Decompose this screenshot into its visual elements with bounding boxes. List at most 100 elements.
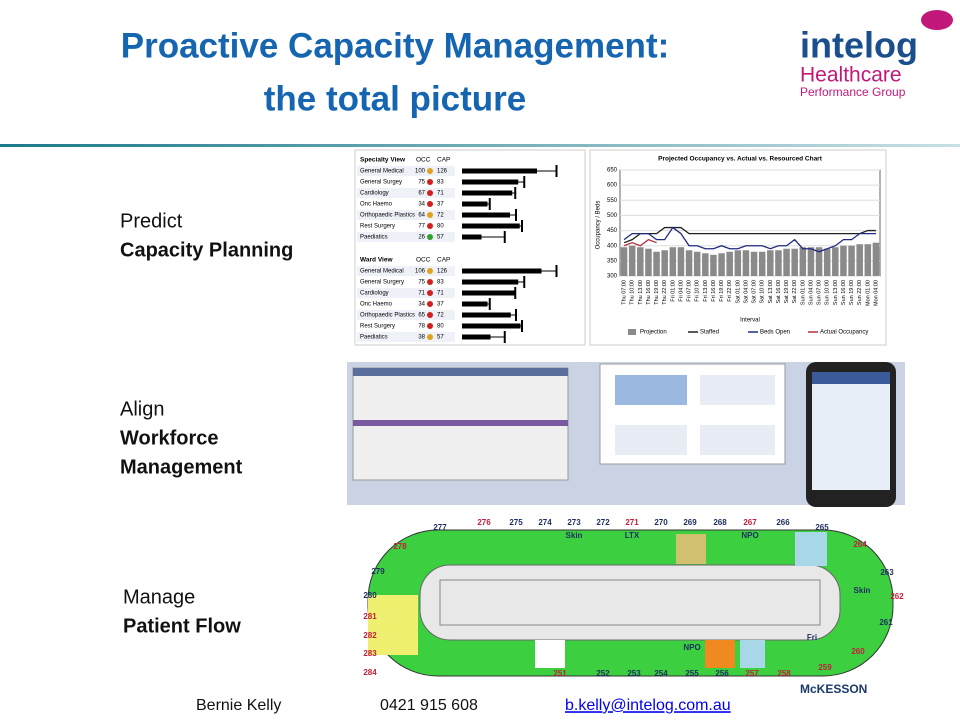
room-number: 275 — [509, 518, 523, 527]
x-tick-label: Thu 07:00 — [622, 280, 628, 305]
row-bg — [357, 321, 455, 331]
cap: 72 — [437, 213, 444, 219]
row-name: Rest Surgery — [360, 324, 395, 330]
row-bg — [357, 310, 455, 320]
footer-email[interactable]: b.kelly@intelog.com.au — [565, 697, 731, 714]
room-number: 274 — [538, 518, 552, 527]
status-dot — [427, 201, 433, 207]
projection-bar — [718, 253, 725, 276]
logo-bubble — [921, 10, 953, 30]
room-number: 260 — [851, 647, 865, 656]
series-line — [623, 238, 657, 247]
x-tick-label: Sat 10:00 — [760, 280, 766, 304]
x-tick-label: Fri 22:00 — [727, 280, 733, 302]
projection-bar — [815, 247, 823, 276]
section-heading: Patient Flow — [123, 615, 241, 637]
y-tick-label: 600 — [607, 183, 618, 189]
cap: 37 — [437, 302, 444, 308]
status-dot — [427, 268, 433, 274]
footer-phone: 0421 915 608 — [380, 697, 478, 714]
projection-bar — [710, 254, 717, 276]
phone-bar — [812, 372, 890, 384]
projection-bar — [637, 247, 644, 276]
projection-bar — [669, 247, 677, 276]
x-label: Interval — [740, 318, 760, 324]
row-name: Cardiology — [360, 191, 389, 197]
row-bg — [357, 277, 455, 287]
projection-bar — [864, 244, 872, 276]
x-tick-label: Sun 13:00 — [833, 280, 839, 305]
room-number: 284 — [363, 668, 377, 677]
x-tick-label: Sat 13:00 — [768, 280, 774, 304]
projection-bar — [742, 250, 750, 276]
chart-title: Projected Occupancy vs. Actual vs. Resou… — [658, 156, 823, 163]
room-number: 282 — [363, 631, 377, 640]
projection-bar — [677, 247, 685, 276]
row-name: Paediatics — [360, 235, 388, 241]
row-bg — [357, 288, 455, 298]
occ: 75 — [418, 280, 425, 286]
room-number: 271 — [625, 518, 639, 527]
x-tick-label: Fri 16:00 — [711, 280, 717, 302]
projection-bar — [693, 251, 701, 276]
projection-bar — [685, 250, 693, 276]
x-tick-label: Fri 01:00 — [670, 280, 676, 302]
projection-bar — [791, 248, 798, 276]
status-dot — [427, 234, 433, 240]
cap: 37 — [437, 202, 444, 208]
y-label: Occupancy / Beds — [596, 201, 602, 250]
row-name: Onc Haemo — [360, 202, 393, 208]
row-bg — [357, 199, 455, 209]
room-number: 261 — [879, 618, 893, 627]
x-tick-label: Sat 01:00 — [735, 280, 741, 304]
status-dot — [427, 301, 433, 307]
occ: 78 — [418, 324, 425, 330]
row-bg — [357, 210, 455, 220]
row-name: Onc Haemo — [360, 302, 393, 308]
x-tick-label: Fri 19:00 — [719, 280, 725, 302]
x-tick-label: Thu 10:00 — [630, 280, 636, 305]
section-label: Predict — [120, 210, 183, 232]
title: the total picture — [264, 79, 527, 118]
occ-bar — [462, 279, 519, 285]
room-tag: LTX — [625, 531, 640, 540]
room-number: 266 — [776, 518, 790, 527]
cap: 71 — [437, 291, 444, 297]
occ-bar — [462, 223, 520, 229]
row-bg — [357, 177, 455, 187]
status-dot — [427, 312, 433, 318]
room-number: 267 — [743, 518, 757, 527]
mini-chart — [700, 425, 775, 455]
row-name: General Surgery — [360, 280, 404, 286]
projection-bar — [848, 245, 855, 276]
brand: McKESSON — [800, 682, 867, 696]
x-tick-label: Sun 07:00 — [817, 280, 823, 305]
x-tick-label: Thu 16:00 — [646, 280, 652, 305]
room-number: 278 — [393, 542, 407, 551]
series-line — [623, 226, 876, 253]
x-tick-label: Thu 19:00 — [654, 280, 660, 305]
room-number: 262 — [890, 592, 904, 601]
cap: 72 — [437, 313, 444, 319]
x-tick-label: Sat 16:00 — [776, 280, 782, 304]
workforce-image — [347, 362, 905, 507]
occ-bar — [462, 212, 510, 218]
status-dot — [427, 323, 433, 329]
room-tag: Fri — [807, 633, 817, 642]
occ-bar — [462, 312, 511, 318]
cap: 57 — [437, 235, 444, 241]
room-block — [676, 534, 706, 564]
roster-header — [353, 420, 568, 426]
room-number: 276 — [477, 518, 491, 527]
row-name: Orthopaedic Plastics — [360, 213, 415, 219]
projection-bar — [799, 247, 807, 276]
projection-bar — [645, 248, 652, 276]
occ: 38 — [418, 335, 425, 341]
status-dot — [427, 279, 433, 285]
projection-bar — [702, 253, 709, 276]
occ: 67 — [418, 191, 425, 197]
row-name: Paediatics — [360, 335, 388, 341]
row-name: Orthopaedic Plastics — [360, 313, 415, 319]
logo: intelog Healthcare Performance Group — [800, 10, 953, 99]
